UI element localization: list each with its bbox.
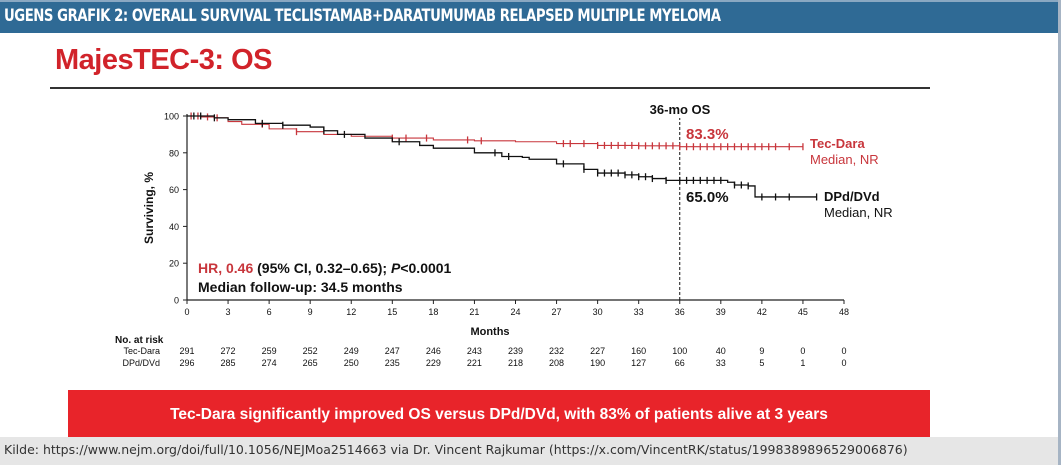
x-tick-label: 27 xyxy=(552,307,562,317)
risk-cell: 0 xyxy=(841,358,846,368)
x-tick-label: 42 xyxy=(757,307,767,317)
source-footer: Kilde: https://www.nejm.org/doi/full/10.… xyxy=(0,437,1058,465)
hr-annotation: HR, 0.46 (95% CI, 0.32–0.65); P<0.0001 xyxy=(198,260,452,276)
risk-cell: 239 xyxy=(508,346,523,356)
x-tick-label: 21 xyxy=(469,307,479,317)
x-tick-label: 30 xyxy=(593,307,603,317)
p-label: P xyxy=(391,260,401,276)
km-chart: 0 3 6 9 12 15 18 21 24 27 30 33 36 39 42 45 480204060801… xyxy=(115,102,893,368)
x-tick-label: 9 xyxy=(308,307,313,317)
x-tick-label: 39 xyxy=(716,307,726,317)
risk-cell: 274 xyxy=(262,358,277,368)
risk-cell: 259 xyxy=(262,346,277,356)
y-tick-label: 40 xyxy=(169,222,179,232)
median-follow-up: Median follow-up: 34.5 months xyxy=(198,279,403,295)
header-title: UGENS GRAFIK 2: OVERALL SURVIVAL TECLIST… xyxy=(4,6,721,26)
risk-cell: 246 xyxy=(426,346,441,356)
risk-cell: 0 xyxy=(841,346,846,356)
risk-table-title: No. at risk xyxy=(115,335,164,346)
conclusion-text: Tec-Dara significantly improved OS versu… xyxy=(170,406,828,423)
risk-cell: 33 xyxy=(716,358,726,368)
tec-dara-36mo-value: 83.3% xyxy=(686,126,729,143)
x-tick-label: 36 xyxy=(675,307,685,317)
risk-cell: 160 xyxy=(631,346,646,356)
y-tick-label: 80 xyxy=(169,148,179,158)
x-tick-label: 3 xyxy=(226,307,231,317)
x-tick-label: 48 xyxy=(839,307,849,317)
header-bar: UGENS GRAFIK 2: OVERALL SURVIVAL TECLIST… xyxy=(0,0,1058,33)
x-tick-label: 0 xyxy=(184,307,189,317)
y-axis-label: Surviving, % xyxy=(142,172,156,244)
risk-cell: 272 xyxy=(221,346,236,356)
risk-table: Tec-Dara 291 272 259 252 249 247 246 243 239 232 22… xyxy=(122,346,846,368)
risk-cell: 229 xyxy=(426,358,441,368)
y-tick-label: 0 xyxy=(174,296,179,306)
axes: 0 3 6 9 12 15 18 21 24 27 30 33 36 39 42 45 480204060801… xyxy=(164,112,849,318)
risk-cell: 291 xyxy=(179,346,194,356)
chart-labels: Surviving, % Months 36-mo OS 83.3% 65.0%… xyxy=(115,102,893,346)
risk-cell: 247 xyxy=(385,346,400,356)
risk-cell: 190 xyxy=(590,358,605,368)
risk-cell: 1 xyxy=(800,358,805,368)
risk-cell: 227 xyxy=(590,346,605,356)
x-tick-label: 18 xyxy=(428,307,438,317)
risk-cell: 265 xyxy=(303,358,318,368)
risk-cell: 232 xyxy=(549,346,564,356)
y-tick-label: 20 xyxy=(169,259,179,269)
risk-cell: 243 xyxy=(467,346,482,356)
legend-dpd-median: Median, NR xyxy=(824,205,893,220)
x-axis-label: Months xyxy=(470,326,509,338)
dpd-36mo-value: 65.0% xyxy=(686,189,729,206)
risk-cell: 235 xyxy=(385,358,400,368)
slide-title: MajesTEC-3: OS xyxy=(55,44,273,76)
risk-cell: 285 xyxy=(221,358,236,368)
x-tick-label: 15 xyxy=(387,307,397,317)
risk-cell: 40 xyxy=(716,346,726,356)
risk-row-label: Tec-Dara xyxy=(123,346,160,356)
risk-cell: 296 xyxy=(179,358,194,368)
x-tick-label: 12 xyxy=(346,307,356,317)
legend-tec-dara-median: Median, NR xyxy=(810,152,879,167)
x-tick-label: 6 xyxy=(267,307,272,317)
hr-value: HR, 0.46 xyxy=(198,260,253,276)
x-tick-label: 45 xyxy=(798,307,808,317)
x-tick-label: 24 xyxy=(510,307,520,317)
curves xyxy=(187,112,818,201)
risk-cell: 0 xyxy=(800,346,805,356)
risk-cell: 218 xyxy=(508,358,523,368)
x-tick-label: 33 xyxy=(634,307,644,317)
reference-line-label: 36-mo OS xyxy=(650,102,711,117)
legend-dpd: DPd/DVd xyxy=(824,189,880,204)
conclusion-banner: Tec-Dara significantly improved OS versu… xyxy=(68,390,930,437)
source-text: Kilde: https://www.nejm.org/doi/full/10.… xyxy=(4,442,908,457)
y-tick-label: 60 xyxy=(169,185,179,195)
risk-cell: 252 xyxy=(303,346,318,356)
dpd-dvd-curve xyxy=(187,115,817,198)
risk-row-label: DPd/DVd xyxy=(122,358,160,368)
hr-ci: (95% CI, 0.32–0.65); xyxy=(253,260,391,276)
risk-cell: 208 xyxy=(549,358,564,368)
risk-cell: 221 xyxy=(467,358,482,368)
y-tick-label: 100 xyxy=(164,112,179,122)
risk-cell: 250 xyxy=(344,358,359,368)
risk-cell: 66 xyxy=(675,358,685,368)
p-value: <0.0001 xyxy=(400,260,451,276)
risk-cell: 9 xyxy=(759,346,764,356)
risk-cell: 127 xyxy=(631,358,646,368)
risk-cell: 100 xyxy=(672,346,687,356)
risk-cell: 5 xyxy=(759,358,764,368)
title-divider xyxy=(50,87,930,89)
risk-cell: 249 xyxy=(344,346,359,356)
legend-tec-dara: Tec-Dara xyxy=(810,136,865,151)
